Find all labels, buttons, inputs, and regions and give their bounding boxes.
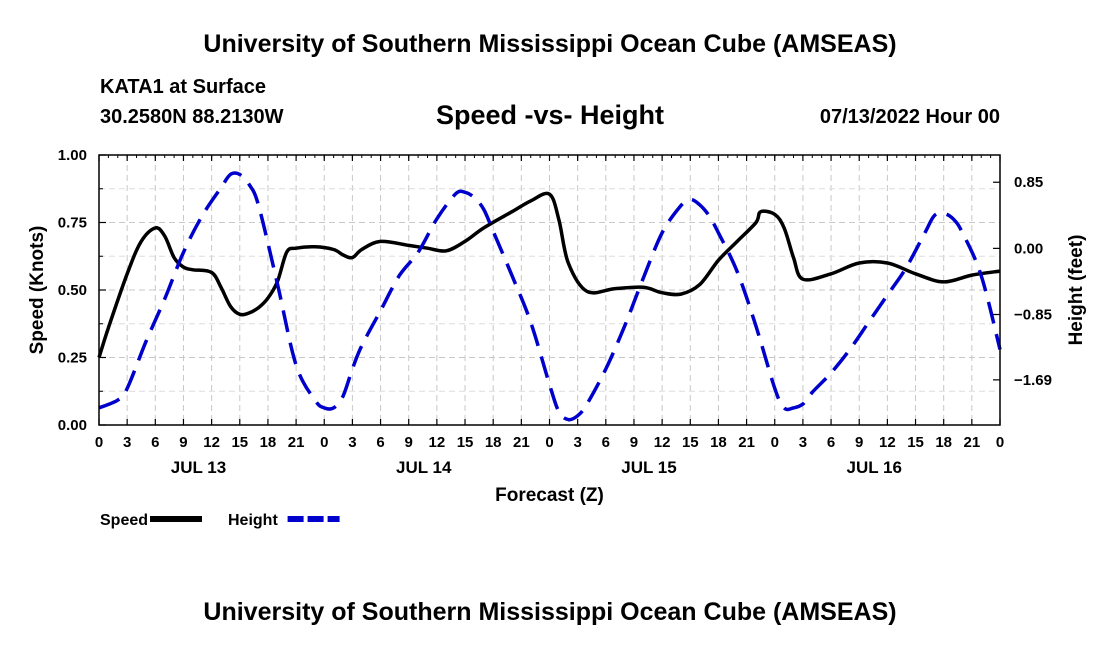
x-tick-label: 12 <box>654 434 671 451</box>
x-tick-label: 9 <box>855 434 863 451</box>
date-label: JUL 14 <box>396 458 452 477</box>
date-label: JUL 16 <box>846 458 901 477</box>
y-tick-label: 0.75 <box>58 215 87 232</box>
x-tick-label: 6 <box>602 434 610 451</box>
x-tick-label: 9 <box>630 434 638 451</box>
x-tick-label: 18 <box>260 434 277 451</box>
x-tick-label: 21 <box>288 434 305 451</box>
date-label: JUL 13 <box>171 458 226 477</box>
y-tick-label: 0.50 <box>58 282 87 299</box>
series-line-height <box>98 171 1002 422</box>
x-tick-label: 15 <box>907 434 924 451</box>
x-tick-label: 18 <box>485 434 502 451</box>
x-tick-label: 18 <box>710 434 727 451</box>
x-axis-label: Forecast (Z) <box>495 485 604 506</box>
y2-tick-label: 0.00 <box>1014 240 1043 257</box>
x-tick-label: 0 <box>320 434 328 451</box>
x-tick-label: 3 <box>348 434 356 451</box>
x-tick-label: 15 <box>682 434 699 451</box>
y-tick-label: 0.25 <box>58 350 87 367</box>
y2-tick-label: −1.69 <box>1014 372 1052 389</box>
x-tick-label: 3 <box>123 434 131 451</box>
x-tick-label: 6 <box>151 434 159 451</box>
x-tick-label: 0 <box>545 434 553 451</box>
x-tick-label: 3 <box>799 434 807 451</box>
x-tick-label: 18 <box>935 434 952 451</box>
x-tick-label: 9 <box>179 434 187 451</box>
y-tick-label: 0.00 <box>58 417 87 434</box>
y-axis-label: Speed (Knots) <box>27 226 48 355</box>
x-tick-label: 6 <box>827 434 835 451</box>
date-label: JUL 15 <box>621 458 676 477</box>
x-tick-label: 12 <box>203 434 220 451</box>
series-line-speed <box>97 191 1001 359</box>
speed-height-chart: 0 3 6 9 12 15 18 21 0 3 6 9 12 15 18 21 0 3 6 9 12 15 18 21 0 3 6 9… <box>27 147 1087 529</box>
legend-label-speed: Speed <box>100 512 148 529</box>
x-tick-label: 9 <box>405 434 413 451</box>
x-tick-label: 12 <box>879 434 896 451</box>
y2-axis-label: Height (feet) <box>1066 235 1087 346</box>
y2-tick-label: −0.85 <box>1014 307 1052 324</box>
forecast-datetime: 07/13/2022 Hour 00 <box>819 106 1000 128</box>
y-tick-label: 1.00 <box>58 147 87 164</box>
x-tick-label: 12 <box>429 434 446 451</box>
x-tick-label: 3 <box>573 434 581 451</box>
x-tick-label: 15 <box>457 434 474 451</box>
x-tick-label: 21 <box>738 434 755 451</box>
y2-tick-label: 0.85 <box>1014 174 1043 191</box>
x-tick-label: 15 <box>231 434 248 451</box>
page-title: University of Southern Mississippi Ocean… <box>203 30 897 58</box>
station-label: KATA1 at Surface <box>100 76 266 98</box>
x-tick-label: 6 <box>376 434 384 451</box>
x-tick-label: 0 <box>771 434 779 451</box>
x-tick-label: 21 <box>964 434 981 451</box>
chart-subtitle: Speed -vs- Height <box>435 100 665 130</box>
coordinates-label: 30.2580N 88.2130W <box>100 106 284 128</box>
legend-label-height: Height <box>228 512 278 529</box>
x-tick-label: 0 <box>95 434 103 451</box>
footer-title: University of Southern Mississippi Ocean… <box>203 598 897 626</box>
x-tick-label: 0 <box>996 434 1004 451</box>
x-tick-label: 21 <box>513 434 530 451</box>
